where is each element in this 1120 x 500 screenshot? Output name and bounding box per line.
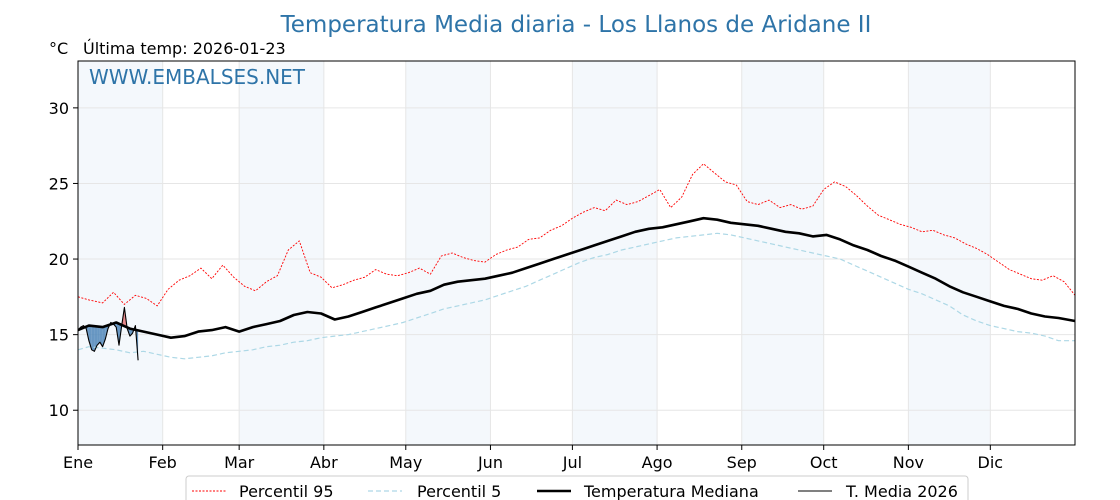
y-axis-ticks: 10 15 20 25 30 bbox=[49, 99, 78, 420]
y-tick-label: 10 bbox=[49, 401, 69, 420]
fill-below-median bbox=[129, 328, 133, 337]
x-tick-label-Mar: Mar bbox=[224, 453, 255, 472]
month-shading bbox=[78, 61, 991, 445]
legend-label-median: Temperatura Mediana bbox=[583, 482, 759, 500]
legend-label-p5: Percentil 5 bbox=[417, 482, 501, 500]
shade-Mar bbox=[239, 61, 324, 445]
x-tick-label-Nov: Nov bbox=[893, 453, 924, 472]
fill-below-median bbox=[102, 326, 106, 347]
shade-Nov bbox=[908, 61, 991, 445]
gridlines bbox=[77, 61, 1075, 445]
legend: Percentil 95 Percentil 5 Temperatura Media… bbox=[185, 475, 969, 500]
fill-below-median bbox=[99, 326, 103, 347]
x-tick-label-Feb: Feb bbox=[149, 453, 177, 472]
x-tick-label-Ago: Ago bbox=[642, 453, 673, 472]
fill-below-median bbox=[94, 326, 98, 352]
shade-Ene bbox=[78, 61, 163, 445]
unit-label: °C bbox=[49, 39, 68, 58]
x-tick-label-Oct: Oct bbox=[810, 453, 838, 472]
series-line-p95 bbox=[77, 163, 1076, 307]
x-tick-label-Ene: Ene bbox=[63, 453, 93, 472]
series-line-median bbox=[77, 216, 1076, 339]
fill-below-median bbox=[88, 325, 92, 350]
y-tick-label: 25 bbox=[49, 174, 69, 193]
x-tick-label-Jun: Jun bbox=[477, 453, 503, 472]
shade-May bbox=[405, 61, 491, 445]
fill-below-median bbox=[97, 326, 100, 346]
x-tick-label-May: May bbox=[389, 453, 422, 472]
y-tick-label: 30 bbox=[49, 99, 69, 118]
series-lines bbox=[77, 163, 1076, 361]
series-line-current bbox=[77, 306, 139, 361]
y-tick-label: 15 bbox=[49, 326, 69, 345]
watermark-text: WWW.EMBALSES.NET bbox=[89, 65, 306, 89]
x-axis-ticks: Ene Feb Mar Abr May Jun Jul Ago Sep Oct Nov Dic bbox=[63, 445, 1003, 472]
legend-label-p95: Percentil 95 bbox=[239, 482, 334, 500]
fill-below-median bbox=[91, 325, 95, 352]
plot-frame bbox=[77, 60, 1076, 446]
shade-Jul bbox=[572, 61, 658, 445]
legend-label-current: T. Media 2026 bbox=[845, 482, 958, 500]
y-tick-label: 20 bbox=[49, 250, 69, 269]
chart-title: Temperatura Media diaria - Los Llanos de… bbox=[280, 12, 872, 38]
x-tick-label-Sep: Sep bbox=[727, 453, 757, 472]
x-tick-label-Jul: Jul bbox=[562, 453, 582, 472]
x-tick-label-Dic: Dic bbox=[978, 453, 1004, 472]
legend-box bbox=[185, 475, 969, 500]
last-temp-subtitle: Última temp: 2026-01-23 bbox=[83, 39, 286, 58]
x-tick-label-Abr: Abr bbox=[310, 453, 338, 472]
